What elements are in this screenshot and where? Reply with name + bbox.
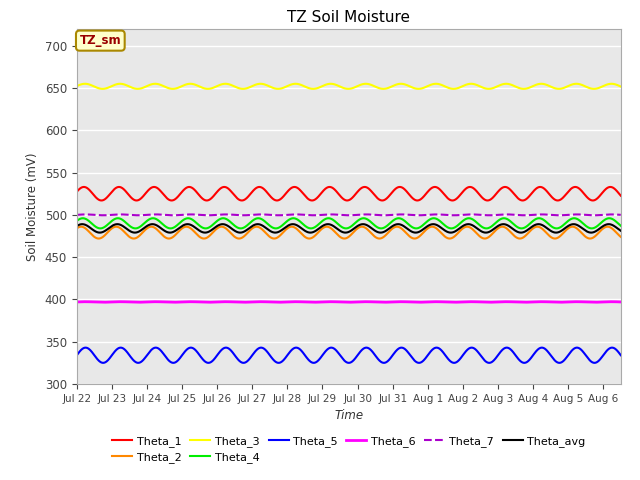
Theta_6 — [602, 299, 609, 305]
Line: Theta_5: Theta_5 — [77, 348, 621, 363]
Theta_3 — [100, 86, 108, 92]
Theta_5 — [602, 349, 609, 355]
Theta_1 — [338, 194, 346, 200]
Theta_6 — [323, 299, 331, 305]
Theta_3 — [590, 86, 598, 92]
Theta_1 — [589, 198, 596, 204]
X-axis label: Time: Time — [334, 409, 364, 422]
Theta_4 — [73, 218, 81, 224]
Theta_2 — [602, 224, 609, 230]
Theta_4 — [617, 223, 625, 228]
Theta_avg — [73, 223, 81, 229]
Theta_2 — [502, 225, 509, 231]
Theta_7 — [617, 212, 625, 218]
Theta_4 — [502, 216, 509, 221]
Line: Theta_1: Theta_1 — [77, 187, 621, 201]
Theta_6 — [101, 300, 109, 305]
Theta_avg — [617, 228, 625, 234]
Theta_3 — [602, 82, 609, 88]
Theta_5 — [617, 352, 625, 358]
Theta_1 — [323, 185, 331, 191]
Legend: Theta_1, Theta_2, Theta_3, Theta_4, Theta_5, Theta_6, Theta_7, Theta_avg: Theta_1, Theta_2, Theta_3, Theta_4, Thet… — [113, 436, 585, 463]
Theta_6 — [602, 299, 609, 305]
Theta_6 — [338, 299, 346, 305]
Theta_5 — [73, 352, 81, 358]
Theta_7 — [73, 212, 81, 218]
Theta_3 — [338, 84, 346, 90]
Theta_avg — [323, 221, 331, 227]
Theta_7 — [502, 212, 509, 217]
Theta_7 — [323, 212, 331, 217]
Theta_7 — [338, 212, 346, 218]
Theta_3 — [73, 83, 81, 89]
Theta_6 — [99, 300, 107, 305]
Theta_2 — [77, 224, 85, 229]
Theta_6 — [502, 299, 509, 305]
Theta_1 — [73, 189, 81, 194]
Theta_2 — [338, 235, 346, 240]
Theta_3 — [323, 82, 331, 87]
Title: TZ Soil Moisture: TZ Soil Moisture — [287, 10, 410, 25]
Theta_avg — [79, 221, 86, 227]
Y-axis label: Soil Moisture (mV): Soil Moisture (mV) — [26, 152, 39, 261]
Theta_2 — [602, 224, 609, 230]
Theta_1 — [602, 186, 609, 192]
Theta_2 — [73, 226, 81, 231]
Theta_4 — [602, 216, 609, 222]
Theta_2 — [101, 232, 109, 238]
Line: Theta_avg: Theta_avg — [77, 224, 621, 233]
Theta_1 — [602, 187, 609, 192]
Theta_3 — [292, 81, 300, 87]
Theta_3 — [502, 81, 509, 87]
Theta_7 — [99, 212, 107, 218]
Theta_2 — [617, 234, 625, 240]
Theta_avg — [602, 222, 609, 228]
Theta_1 — [617, 193, 625, 199]
Theta_7 — [101, 212, 109, 218]
Theta_6 — [617, 299, 625, 305]
Theta_avg — [338, 229, 346, 235]
Theta_4 — [588, 226, 596, 231]
Theta_2 — [323, 224, 331, 229]
Theta_2 — [411, 236, 419, 241]
Theta_5 — [323, 347, 331, 352]
Theta_5 — [99, 360, 107, 366]
Line: Theta_2: Theta_2 — [77, 227, 621, 239]
Theta_6 — [73, 299, 81, 305]
Theta_5 — [328, 345, 335, 350]
Theta_3 — [602, 82, 609, 88]
Theta_avg — [502, 222, 509, 228]
Theta_avg — [552, 230, 560, 236]
Theta_5 — [101, 360, 109, 365]
Theta_avg — [602, 222, 609, 228]
Theta_7 — [602, 212, 609, 217]
Line: Theta_3: Theta_3 — [77, 84, 621, 89]
Theta_4 — [323, 216, 331, 221]
Theta_4 — [602, 216, 609, 222]
Theta_5 — [502, 345, 509, 351]
Text: TZ_sm: TZ_sm — [79, 34, 121, 47]
Theta_1 — [186, 184, 193, 190]
Theta_1 — [100, 197, 108, 203]
Theta_avg — [101, 228, 109, 234]
Theta_1 — [502, 184, 509, 190]
Theta_4 — [79, 216, 86, 221]
Theta_4 — [338, 224, 346, 230]
Theta_4 — [101, 224, 109, 230]
Theta_7 — [328, 212, 335, 217]
Theta_6 — [328, 299, 335, 305]
Theta_7 — [602, 212, 609, 217]
Theta_3 — [617, 84, 625, 89]
Theta_5 — [338, 355, 346, 360]
Line: Theta_4: Theta_4 — [77, 218, 621, 228]
Theta_5 — [602, 349, 609, 355]
